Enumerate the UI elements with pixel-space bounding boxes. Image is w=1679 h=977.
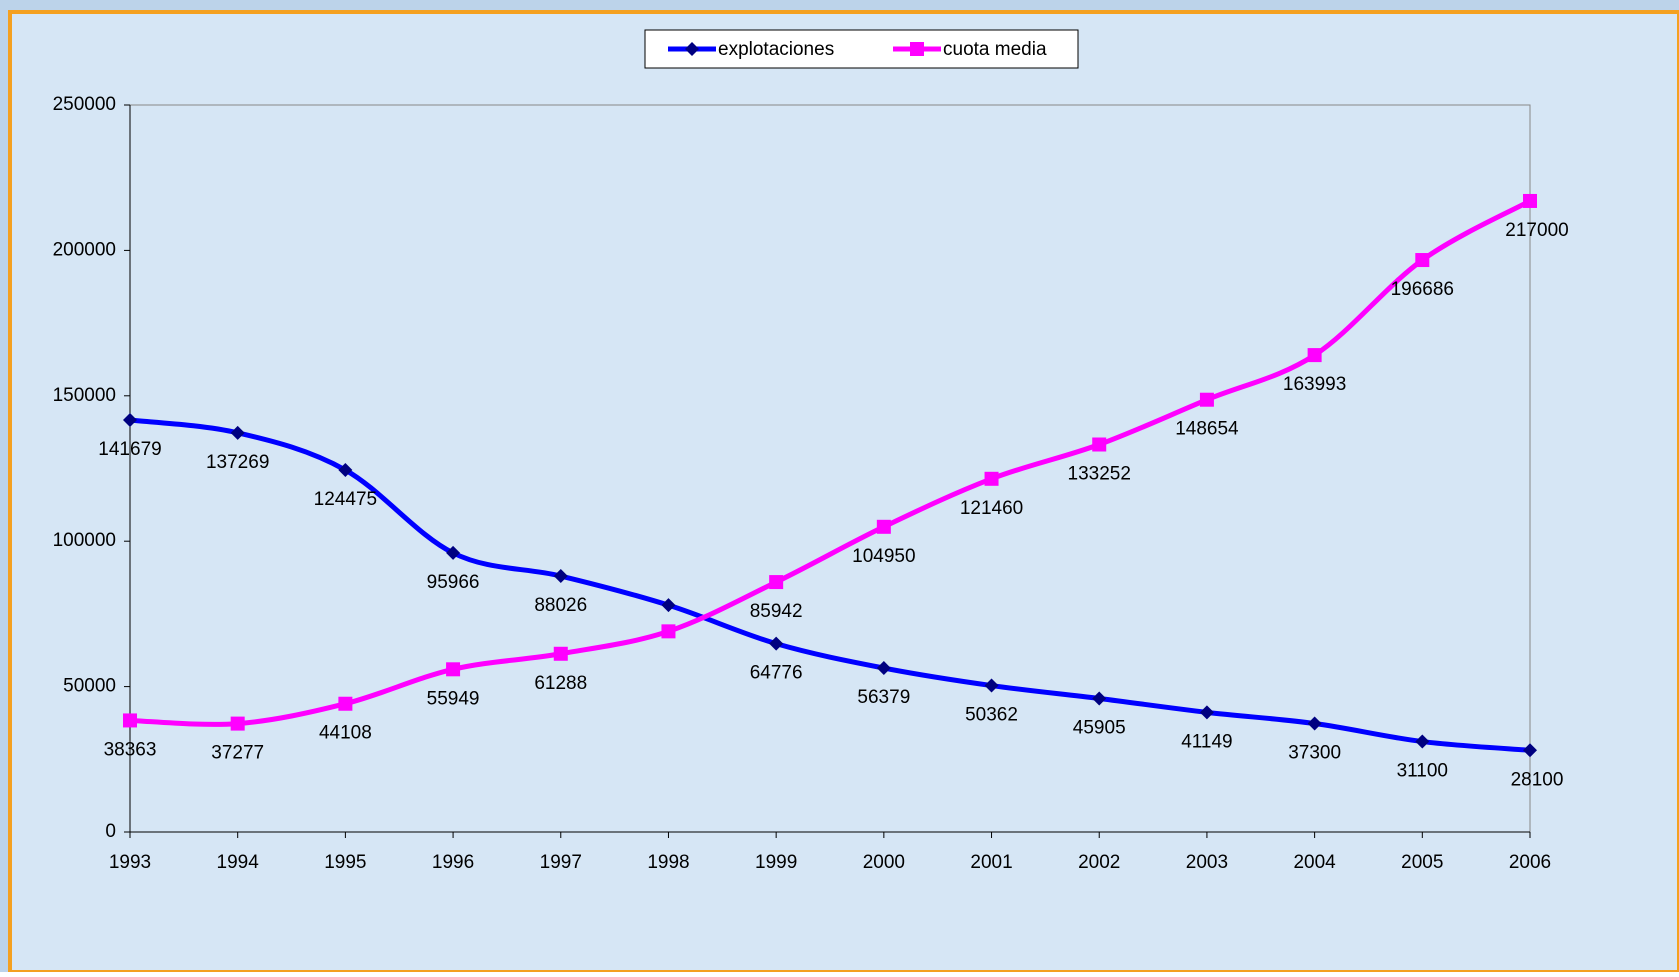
data-point (446, 545, 461, 560)
data-label: 50362 (965, 705, 1018, 726)
data-point (1523, 743, 1537, 758)
data-label: 31100 (1397, 761, 1448, 782)
data-label: 38363 (104, 739, 157, 760)
y-tick-label: 250000 (53, 94, 116, 115)
data-label: 28100 (1511, 769, 1564, 790)
x-tick-label: 1999 (755, 852, 797, 873)
data-point (1307, 348, 1322, 363)
data-label: 95966 (427, 572, 480, 593)
x-tick-label: 2001 (970, 852, 1012, 873)
data-label: 124475 (314, 489, 377, 510)
data-point (338, 696, 353, 711)
data-label: 196686 (1391, 279, 1454, 300)
data-label: 41149 (1181, 731, 1232, 752)
data-label: 137269 (206, 452, 269, 473)
data-label: 141679 (98, 439, 161, 460)
data-label: 45905 (1073, 718, 1126, 739)
x-tick-label: 1998 (647, 852, 689, 873)
data-point (446, 662, 461, 677)
data-point (553, 646, 568, 661)
data-label: 64776 (750, 663, 803, 684)
chart-frame (8, 10, 1679, 974)
legend-label: cuota media (943, 39, 1047, 60)
data-point (1415, 734, 1430, 749)
data-label: 104950 (852, 546, 915, 567)
data-point (661, 624, 676, 639)
data-point (984, 471, 999, 486)
data-point (661, 598, 676, 613)
data-point (769, 575, 784, 590)
data-label: 217000 (1505, 220, 1568, 241)
y-tick-label: 100000 (53, 530, 116, 551)
x-tick-label: 1996 (432, 852, 474, 873)
data-point (1092, 437, 1107, 452)
legend-marker (685, 42, 699, 56)
data-label: 163993 (1283, 374, 1346, 395)
data-point (769, 636, 784, 651)
data-point (984, 678, 999, 693)
x-tick-label: 1994 (217, 852, 260, 873)
data-point (1199, 392, 1214, 407)
x-tick-label: 2000 (863, 852, 905, 873)
data-point (876, 519, 891, 534)
data-point (1523, 193, 1537, 208)
y-tick-label: 150000 (53, 385, 116, 406)
y-tick-label: 50000 (63, 676, 116, 697)
data-point (553, 569, 568, 584)
data-label: 88026 (534, 595, 587, 616)
y-tick-label: 0 (105, 821, 116, 842)
x-tick-label: 2003 (1186, 852, 1228, 873)
data-label: 37300 (1288, 743, 1341, 764)
data-label: 61288 (534, 673, 587, 694)
x-tick-label: 2002 (1078, 852, 1120, 873)
data-point (1307, 716, 1322, 731)
data-label: 37277 (211, 743, 264, 764)
data-label: 44108 (319, 723, 372, 744)
data-point (230, 716, 245, 731)
data-label: 85942 (750, 601, 803, 622)
x-tick-label: 1997 (540, 852, 582, 873)
y-tick-label: 200000 (53, 239, 116, 260)
data-label: 55949 (427, 688, 480, 709)
legend-label: explotaciones (718, 39, 834, 60)
x-tick-label: 2005 (1401, 852, 1443, 873)
data-label: 133252 (1068, 464, 1131, 485)
x-tick-label: 1995 (324, 852, 366, 873)
data-point (1092, 691, 1107, 706)
data-point (230, 425, 245, 440)
data-label: 148654 (1175, 419, 1239, 440)
data-point (1415, 253, 1430, 268)
data-point (338, 463, 353, 478)
data-label: 56379 (857, 687, 910, 708)
data-label: 121460 (960, 498, 1023, 519)
data-point (1199, 705, 1214, 720)
x-tick-label: 1993 (109, 852, 151, 873)
series-line (129, 417, 1531, 753)
legend (644, 29, 1079, 69)
x-tick-label: 2006 (1509, 852, 1551, 873)
data-point (876, 661, 891, 676)
data-point (123, 412, 137, 427)
x-tick-label: 2004 (1293, 852, 1336, 873)
legend-marker (910, 42, 924, 56)
data-point (123, 713, 137, 728)
